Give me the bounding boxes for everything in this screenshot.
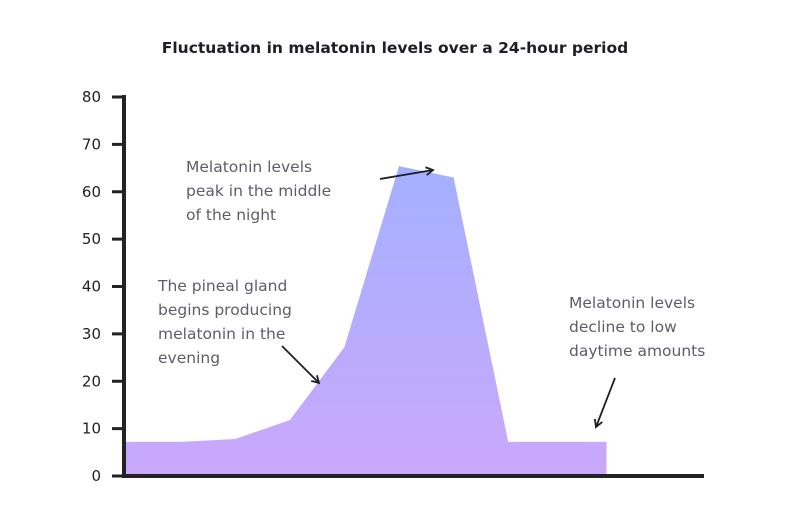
arrow-icon	[593, 377, 616, 429]
area-series	[126, 166, 607, 477]
annotation-decline: Melatonin levels decline to low daytime …	[569, 294, 705, 429]
y-tick-label: 10	[82, 420, 101, 438]
annotation-decline-line: decline to low	[569, 318, 677, 336]
annotation-peak-line: of the night	[186, 206, 276, 224]
y-axis: 0 10 20 30 40 50 60 70 80	[82, 88, 126, 485]
annotation-decline-line: Melatonin levels	[569, 294, 695, 312]
chart-title: Fluctuation in melatonin levels over a 2…	[162, 39, 628, 57]
annotation-peak-line: peak in the middle	[186, 182, 331, 200]
annotation-evening: The pineal gland begins producing melato…	[157, 277, 321, 385]
y-tick-label: 80	[82, 88, 101, 106]
annotation-decline-line: daytime amounts	[569, 342, 705, 360]
annotation-evening-line: melatonin in the	[158, 325, 285, 343]
annotation-peak: Melatonin levels peak in the middle of t…	[186, 158, 435, 224]
arrow-icon	[281, 345, 321, 385]
y-tick-label: 30	[82, 325, 101, 343]
annotation-evening-line: The pineal gland	[157, 277, 287, 295]
y-tick-label: 50	[82, 230, 101, 248]
arrow-icon	[379, 166, 435, 180]
y-tick-label: 20	[82, 372, 101, 390]
y-tick-label: 0	[91, 467, 101, 485]
annotation-evening-line: evening	[158, 349, 220, 367]
y-tick-label: 70	[82, 135, 101, 153]
y-tick-label: 40	[82, 278, 101, 296]
annotation-peak-line: Melatonin levels	[186, 158, 312, 176]
annotation-evening-line: begins producing	[158, 301, 292, 319]
y-tick-label: 60	[82, 183, 101, 201]
